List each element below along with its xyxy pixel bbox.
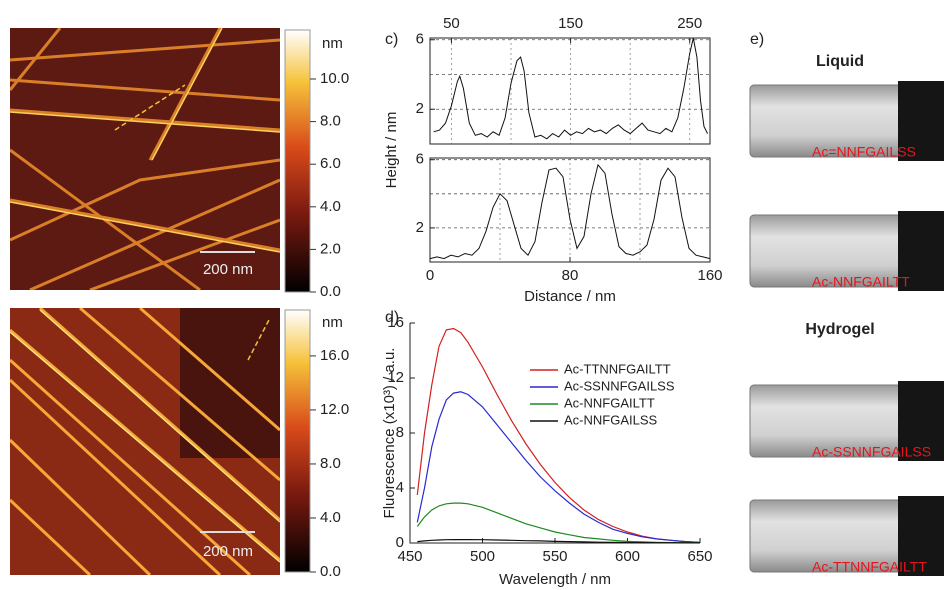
- series-line: [416, 391, 701, 543]
- colorbar-tick-label: 16.0: [320, 347, 349, 364]
- colorbar-unit: nm: [322, 314, 343, 331]
- colorbar: [284, 29, 311, 293]
- colorbar-tick-label: 4.0: [320, 509, 341, 526]
- vial: Ac-SSNNFGAILSS: [749, 381, 944, 461]
- vial-label: Ac-TTNNFGAILTT: [812, 559, 927, 575]
- x-tick-label: 600: [615, 548, 640, 565]
- y-tick-label: 8: [396, 424, 404, 441]
- vial-group-title: Hydrogel: [805, 321, 874, 338]
- vial: Ac=NNFGAILSS: [749, 81, 944, 161]
- legend-label: Ac-NNFGAILSS: [564, 412, 658, 427]
- x-tick-label: 150: [558, 15, 583, 32]
- afm-image: [10, 308, 280, 575]
- y-tick-label: 0: [396, 534, 404, 551]
- y-tick-label: 6: [416, 151, 424, 168]
- profile-line: [429, 163, 711, 260]
- x-tick-label: 80: [562, 267, 579, 284]
- y-axis-label: Fluorescence (x10³) / a.u.: [381, 348, 398, 519]
- colorbar-tick-label: 4.0: [320, 198, 341, 215]
- legend-label: Ac-NNFGAILTT: [564, 395, 655, 410]
- profile-line: [433, 37, 709, 140]
- vial: Ac-NNFGAILTT: [749, 211, 944, 291]
- y-tick-label: 2: [416, 100, 424, 117]
- vial-cap: [898, 211, 944, 291]
- afm-image: [10, 28, 280, 290]
- scale-bar-label: 200 nm: [203, 543, 253, 560]
- legend-label: Ac-TTNNFGAILTT: [564, 361, 671, 376]
- vial: Ac-TTNNFGAILTT: [749, 496, 944, 576]
- x-tick-label: 500: [470, 548, 495, 565]
- colorbar: [284, 309, 311, 573]
- x-tick-label: 160: [697, 267, 722, 284]
- y-tick-label: 2: [416, 219, 424, 236]
- vial-cap: [898, 81, 944, 161]
- vial-label: Ac=NNFGAILSS: [812, 144, 916, 160]
- vial-group-title: Liquid: [816, 53, 864, 70]
- y-tick-label: 16: [387, 314, 404, 331]
- scale-bar-label: 200 nm: [203, 261, 253, 278]
- vial-cap: [898, 496, 944, 576]
- vial-panel: Liquid Hydrogel: [805, 53, 874, 338]
- panel-label: c): [385, 31, 398, 48]
- series-line: [417, 539, 700, 544]
- vial-cap: [898, 381, 944, 461]
- colorbar-tick-label: 10.0: [320, 70, 349, 87]
- series-line: [416, 502, 701, 544]
- x-tick-label: 450: [397, 548, 422, 565]
- colorbar-tick-label: 8.0: [320, 113, 341, 130]
- y-tick-label: 6: [416, 31, 424, 48]
- x-axis-label: Distance / nm: [524, 288, 616, 305]
- x-tick-label: 50: [443, 15, 460, 32]
- colorbar-tick-label: 0.0: [320, 563, 341, 580]
- plot-frame: [429, 37, 711, 145]
- x-axis-label: Wavelength / nm: [499, 571, 611, 588]
- axis: [409, 323, 700, 544]
- x-tick-label: 650: [687, 548, 712, 565]
- colorbar-tick-label: 2.0: [320, 240, 341, 257]
- plot-frame: [429, 157, 711, 263]
- colorbar-tick-label: 8.0: [320, 455, 341, 472]
- panel-label: e): [750, 31, 764, 48]
- y-axis-label: Height / nm: [383, 112, 400, 189]
- legend-label: Ac-SSNNFGAILSS: [564, 378, 675, 393]
- vial-label: Ac-SSNNFGAILSS: [812, 444, 931, 460]
- colorbar-tick-label: 6.0: [320, 155, 341, 172]
- colorbar-tick-label: 0.0: [320, 283, 341, 300]
- y-tick-label: 12: [387, 369, 404, 386]
- colorbar-unit: nm: [322, 35, 343, 52]
- colorbar-tick-label: 12.0: [320, 401, 349, 418]
- y-tick-label: 4: [396, 479, 404, 496]
- x-tick-label: 250: [677, 15, 702, 32]
- vial-label: Ac-NNFGAILTT: [812, 274, 910, 290]
- x-tick-label: 550: [542, 548, 567, 565]
- panel-label: d): [385, 309, 399, 326]
- x-tick-label: 0: [426, 267, 434, 284]
